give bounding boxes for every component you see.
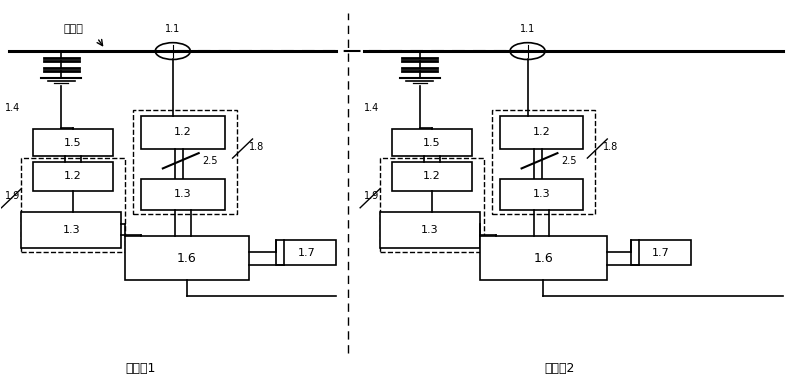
- Bar: [34, 129, 113, 156]
- Bar: [141, 116, 225, 149]
- Bar: [380, 158, 484, 252]
- Text: 1.7: 1.7: [652, 248, 670, 258]
- Text: 1.6: 1.6: [177, 252, 197, 265]
- Text: 1.2: 1.2: [533, 127, 550, 137]
- Text: 1.6: 1.6: [534, 252, 554, 265]
- Text: 1.5: 1.5: [64, 138, 82, 148]
- Text: 1.3: 1.3: [62, 225, 80, 235]
- Text: 2.5: 2.5: [202, 156, 218, 166]
- Text: 1.3: 1.3: [533, 189, 550, 199]
- Text: 叒电站2: 叒电站2: [544, 362, 574, 375]
- Bar: [34, 162, 113, 191]
- Text: 1.3: 1.3: [421, 225, 438, 235]
- Bar: [392, 162, 472, 191]
- Text: 1.1: 1.1: [165, 24, 181, 34]
- Text: 1.4: 1.4: [364, 104, 379, 114]
- Text: 1.2: 1.2: [64, 171, 82, 181]
- Text: 1.8: 1.8: [603, 142, 618, 152]
- Bar: [22, 212, 121, 248]
- Bar: [500, 179, 583, 210]
- Text: 1.1: 1.1: [520, 24, 535, 34]
- Text: 1.9: 1.9: [364, 191, 379, 201]
- Text: 1.5: 1.5: [423, 138, 441, 148]
- Bar: [392, 129, 472, 156]
- Bar: [500, 116, 583, 149]
- Text: 1.8: 1.8: [249, 142, 264, 152]
- Text: 1.9: 1.9: [6, 191, 21, 201]
- Text: 1.3: 1.3: [174, 189, 191, 199]
- Bar: [22, 158, 125, 252]
- Bar: [631, 240, 691, 265]
- Bar: [277, 240, 336, 265]
- Text: 1.2: 1.2: [423, 171, 441, 181]
- Bar: [380, 212, 480, 248]
- Bar: [492, 110, 595, 214]
- Bar: [480, 236, 607, 280]
- Text: 变电站1: 变电站1: [126, 362, 156, 375]
- Bar: [141, 179, 225, 210]
- Bar: [125, 236, 249, 280]
- Text: 2.5: 2.5: [562, 156, 577, 166]
- Text: 输电线: 输电线: [63, 24, 83, 34]
- Bar: [133, 110, 237, 214]
- Text: 1.4: 1.4: [6, 104, 21, 114]
- Text: 1.7: 1.7: [298, 248, 315, 258]
- Text: 1.2: 1.2: [174, 127, 192, 137]
